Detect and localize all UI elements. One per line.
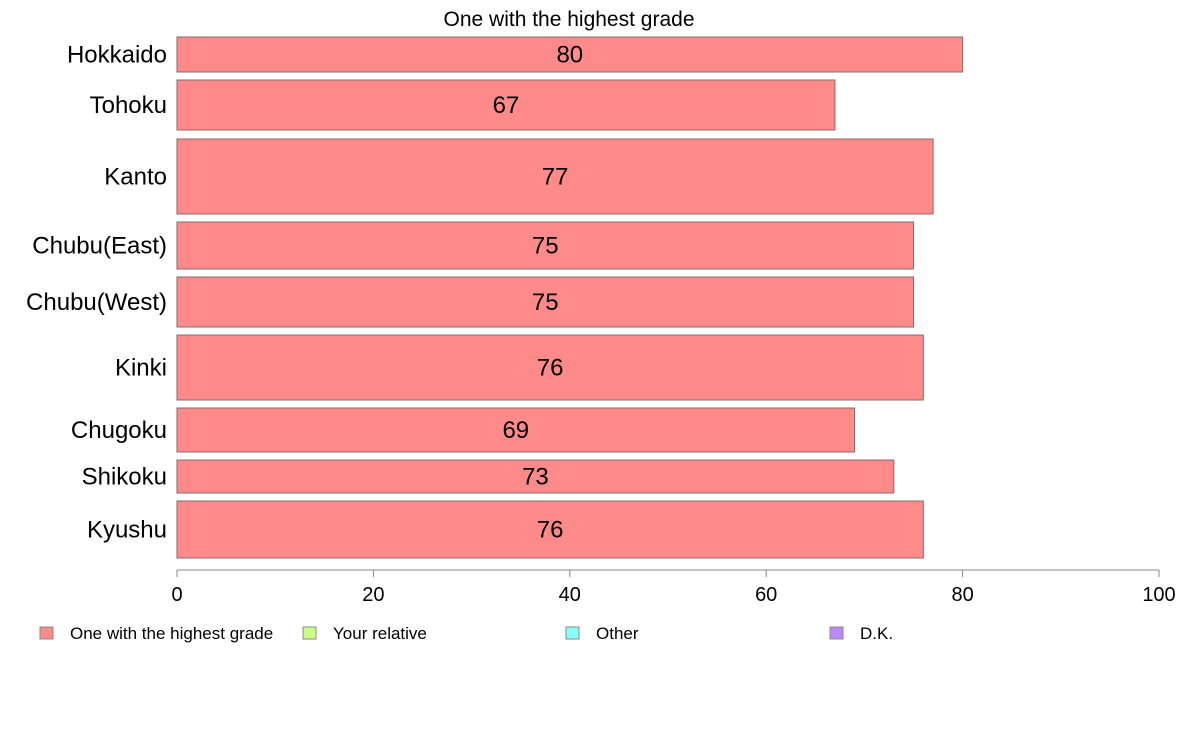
x-tick-label: 40 — [559, 584, 581, 606]
category-label: Kanto — [104, 164, 167, 191]
data-labels: 80 67 77 75 75 76 69 73 76 — [493, 42, 584, 544]
x-axis: 0 20 40 60 80 100 — [171, 569, 1176, 606]
x-tick-label: 100 — [1142, 584, 1175, 606]
legend-label: One with the highest grade — [70, 624, 273, 643]
legend-swatch — [302, 626, 317, 640]
bar-chugoku — [176, 407, 856, 453]
bars-group — [176, 36, 964, 559]
chart-title: One with the highest grade — [444, 8, 695, 31]
category-label: Chubu(East) — [32, 233, 167, 260]
category-label: Kyushu — [87, 517, 167, 544]
bar-shikoku — [176, 459, 895, 494]
data-label: 76 — [537, 355, 564, 382]
x-tick-label: 60 — [755, 584, 777, 606]
x-tick-label: 20 — [362, 584, 384, 606]
data-label: 75 — [532, 289, 559, 316]
category-label: Chubu(West) — [26, 289, 167, 316]
bar-kyushu — [176, 500, 924, 559]
category-label: Chugoku — [71, 417, 167, 444]
bar-hokkaido — [176, 36, 964, 73]
category-label: Tohoku — [90, 92, 167, 119]
bar-chubu-west — [176, 276, 914, 328]
legend: One with the highest grade Your relative O… — [39, 624, 893, 643]
legend-swatch — [39, 626, 54, 640]
category-label: Hokkaido — [67, 42, 167, 69]
data-label: 80 — [556, 42, 583, 69]
legend-swatch — [829, 626, 844, 640]
legend-label: Other — [596, 624, 639, 643]
data-label: 76 — [537, 517, 564, 544]
data-label: 73 — [522, 464, 549, 491]
x-tick-label: 0 — [171, 584, 182, 606]
bar-kinki — [176, 334, 924, 401]
x-tick-label: 80 — [951, 584, 973, 606]
bar-kanto — [176, 138, 934, 215]
category-label: Shikoku — [82, 464, 167, 491]
legend-label: Your relative — [333, 624, 427, 643]
category-label: Kinki — [115, 355, 167, 382]
bar-tohoku — [176, 79, 836, 131]
category-labels: Hokkaido Tohoku Kanto Chubu(East) Chubu(West… — [26, 42, 167, 544]
bar-chubu-east — [176, 221, 914, 270]
legend-label: D.K. — [860, 624, 893, 643]
data-label: 67 — [493, 92, 520, 119]
legend-swatch — [565, 626, 580, 640]
data-label: 69 — [502, 417, 529, 444]
data-label: 75 — [532, 233, 559, 260]
data-label: 77 — [542, 164, 569, 191]
